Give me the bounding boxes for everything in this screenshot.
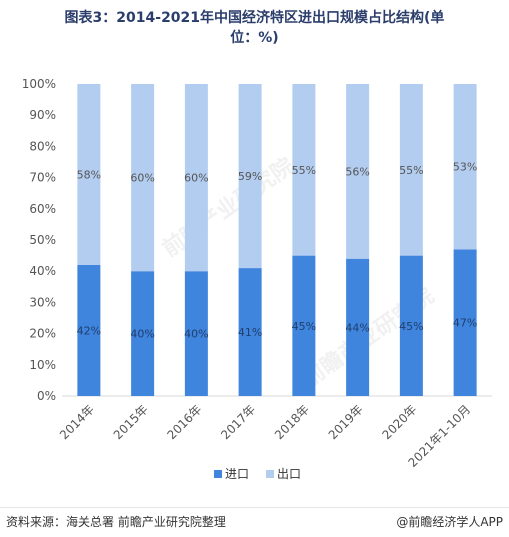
y-tick-label: 60% xyxy=(29,202,56,216)
y-tick-label: 20% xyxy=(29,327,56,341)
legend-export-label: 出口 xyxy=(277,467,301,481)
bar-import xyxy=(292,255,316,396)
bar-export xyxy=(77,84,101,265)
data-label: 45% xyxy=(399,320,423,333)
data-label: 40% xyxy=(130,328,154,341)
bar-export xyxy=(238,84,262,269)
y-tick-label: 10% xyxy=(29,358,56,372)
bar-import xyxy=(399,255,423,396)
x-tick-label: 2016年 xyxy=(165,402,205,442)
data-label: 56% xyxy=(345,165,369,178)
data-label: 59% xyxy=(238,170,262,183)
y-tick-label: 50% xyxy=(29,233,56,247)
legend-export-swatch xyxy=(266,470,274,478)
brand-label: @前瞻经济学人APP xyxy=(396,515,503,529)
chart-title-line1: 图表3：2014-2021年中国经济特区进出口规模占比结构(单 xyxy=(64,10,445,26)
data-label: 53% xyxy=(453,161,477,174)
chart-title-line2: 位：%) xyxy=(230,30,279,46)
y-tick-label: 0% xyxy=(37,389,56,403)
data-label: 41% xyxy=(238,326,262,339)
data-label: 40% xyxy=(184,328,208,341)
y-tick-label: 40% xyxy=(29,264,56,278)
bar-export xyxy=(453,84,477,250)
data-label: 55% xyxy=(292,164,316,177)
footer: 资料来源：海关总署 前瞻产业研究院整理 @前瞻经济学人APP xyxy=(0,507,509,537)
bar-import xyxy=(238,268,262,396)
data-label: 44% xyxy=(345,321,369,334)
bar-export xyxy=(292,84,316,256)
x-tick-label: 2014年 xyxy=(57,402,97,442)
source-note: 资料来源：海关总署 前瞻产业研究院整理 xyxy=(6,515,226,529)
y-tick-label: 70% xyxy=(29,171,56,185)
bar-export xyxy=(346,84,370,259)
bar-import xyxy=(346,258,370,396)
legend-import-swatch xyxy=(214,470,222,478)
stacked-bar-chart: 0% 10% 20% 30% 40% 50% 60% 70% 80% 90% 100% 42% 58%… xyxy=(22,77,492,481)
data-label: 42% xyxy=(77,324,101,337)
y-tick-label: 30% xyxy=(29,295,56,309)
bar-export xyxy=(399,84,423,256)
x-tick-label: 2020年 xyxy=(380,402,420,442)
data-label: 60% xyxy=(130,172,154,185)
data-label: 60% xyxy=(184,172,208,185)
data-label: 55% xyxy=(399,164,423,177)
data-label: 58% xyxy=(77,168,101,181)
bar-import xyxy=(453,249,477,396)
chart-title: 图表3：2014-2021年中国经济特区进出口规模占比结构(单 位：%) xyxy=(0,8,509,48)
x-tick-label: 2015年 xyxy=(111,402,151,442)
bar-export xyxy=(184,84,208,272)
y-tick-label: 80% xyxy=(29,139,56,153)
x-tick-label: 2019年 xyxy=(326,402,366,442)
y-tick-label: 90% xyxy=(29,108,56,122)
data-label: 45% xyxy=(292,320,316,333)
bar-export xyxy=(131,84,155,272)
x-tick-label: 2018年 xyxy=(272,402,312,442)
y-tick-label: 100% xyxy=(22,77,56,91)
x-tick-label: 2017年 xyxy=(218,402,258,442)
bar-import xyxy=(184,271,208,396)
bar-import xyxy=(131,271,155,396)
bar-import xyxy=(77,264,101,396)
data-label: 47% xyxy=(453,317,477,330)
legend-import-label: 进口 xyxy=(225,467,249,481)
